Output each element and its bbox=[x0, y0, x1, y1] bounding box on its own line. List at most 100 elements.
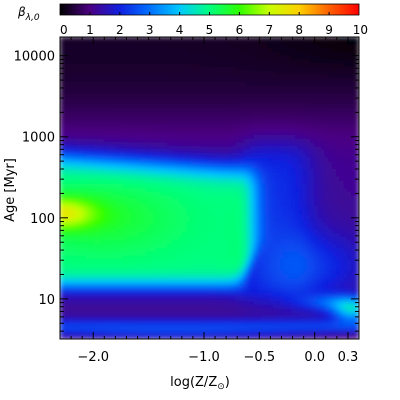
heatmap-cell bbox=[287, 85, 293, 91]
heatmap-cell bbox=[67, 308, 72, 313]
heatmap-cell bbox=[126, 93, 132, 98]
heatmap-cell bbox=[153, 259, 158, 264]
heatmap-cell bbox=[141, 297, 147, 302]
heatmap-cell bbox=[253, 266, 259, 272]
heatmap-cell bbox=[70, 104, 76, 110]
heatmap-cell bbox=[70, 319, 76, 325]
heatmap-cell bbox=[205, 248, 210, 253]
heatmap-cell bbox=[246, 270, 252, 276]
heatmap-cell bbox=[145, 104, 151, 110]
heatmap-cell bbox=[265, 289, 270, 295]
heatmap-cell bbox=[242, 236, 248, 242]
heatmap-cell bbox=[175, 51, 180, 57]
heatmap-cell bbox=[111, 315, 117, 321]
heatmap-cell bbox=[108, 229, 113, 234]
heatmap-cell bbox=[82, 44, 87, 49]
heatmap-cell bbox=[160, 304, 166, 310]
heatmap-cell bbox=[164, 176, 169, 181]
heatmap-cell bbox=[93, 89, 98, 95]
heatmap-cell bbox=[276, 251, 281, 257]
heatmap-cell bbox=[186, 89, 192, 95]
heatmap-cell bbox=[138, 164, 143, 170]
heatmap-cell bbox=[216, 304, 222, 310]
heatmap-cell bbox=[235, 142, 240, 147]
heatmap-cell bbox=[108, 214, 113, 219]
heatmap-cell bbox=[63, 221, 68, 227]
heatmap-cell bbox=[257, 319, 263, 325]
heatmap-cell bbox=[272, 255, 278, 261]
heatmap-cell bbox=[119, 123, 124, 128]
heatmap-cell bbox=[227, 172, 233, 178]
heatmap-cell bbox=[197, 44, 203, 49]
heatmap-cell bbox=[115, 180, 121, 185]
heatmap-cell bbox=[130, 81, 136, 87]
heatmap-cell bbox=[283, 37, 289, 42]
heatmap-cell bbox=[265, 331, 270, 336]
heatmap-cell bbox=[235, 70, 240, 76]
heatmap-cell bbox=[283, 293, 289, 298]
heatmap-cell bbox=[111, 202, 117, 208]
heatmap-cell bbox=[272, 270, 278, 276]
heatmap-cell bbox=[85, 78, 91, 83]
heatmap-cell bbox=[156, 51, 162, 57]
heatmap-cell bbox=[220, 130, 225, 136]
heatmap-cell bbox=[216, 157, 222, 162]
heatmap-cell bbox=[93, 176, 98, 181]
heatmap-cell bbox=[201, 229, 207, 234]
heatmap-cell bbox=[111, 236, 117, 242]
heatmap-cell bbox=[205, 304, 210, 310]
heatmap-cell bbox=[265, 89, 270, 95]
heatmap-cell bbox=[82, 37, 87, 42]
heatmap-cell bbox=[153, 300, 158, 306]
heatmap-cell bbox=[257, 259, 263, 264]
heatmap-cell bbox=[190, 285, 195, 291]
heatmap-cell bbox=[205, 240, 210, 246]
heatmap-cell bbox=[242, 134, 248, 140]
heatmap-cell bbox=[239, 66, 244, 72]
heatmap-cell bbox=[205, 108, 210, 113]
heatmap-cell bbox=[194, 115, 199, 121]
heatmap-cell bbox=[85, 308, 91, 313]
heatmap-cell bbox=[205, 315, 210, 321]
heatmap-cell bbox=[167, 255, 173, 261]
heatmap-cell bbox=[96, 63, 102, 68]
heatmap-cell bbox=[67, 191, 72, 196]
heatmap-cell bbox=[149, 289, 154, 295]
heatmap-cell bbox=[126, 74, 132, 79]
heatmap-cell bbox=[108, 176, 113, 181]
heatmap-cell bbox=[265, 206, 270, 212]
heatmap-cell bbox=[96, 59, 102, 64]
heatmap-cell bbox=[78, 331, 83, 336]
heatmap-cell bbox=[227, 259, 233, 264]
heatmap-cell bbox=[74, 293, 80, 298]
heatmap-cell bbox=[104, 334, 109, 339]
heatmap-cell bbox=[60, 51, 65, 57]
heatmap-cell bbox=[93, 161, 98, 166]
heatmap-cell bbox=[235, 293, 240, 298]
heatmap-cell bbox=[250, 70, 255, 76]
heatmap-cell bbox=[239, 297, 244, 302]
heatmap-cell bbox=[175, 248, 180, 253]
heatmap-cell bbox=[220, 161, 225, 166]
heatmap-cell bbox=[265, 164, 270, 170]
heatmap-cell bbox=[201, 108, 207, 113]
heatmap-cell bbox=[156, 97, 162, 102]
heatmap-cell bbox=[119, 183, 124, 189]
heatmap-cell bbox=[190, 115, 195, 121]
heatmap-cell bbox=[265, 312, 270, 317]
heatmap-cell bbox=[194, 293, 199, 298]
heatmap-cell bbox=[70, 229, 76, 234]
heatmap-cell bbox=[231, 297, 237, 302]
heatmap-cell bbox=[287, 78, 293, 83]
heatmap-cell bbox=[194, 202, 199, 208]
heatmap-cell bbox=[115, 74, 121, 79]
heatmap-cell bbox=[82, 259, 87, 264]
heatmap-cell bbox=[212, 70, 218, 76]
heatmap-cell bbox=[179, 81, 184, 87]
heatmap-cell bbox=[201, 270, 207, 276]
heatmap-cell bbox=[85, 172, 91, 178]
heatmap-cell bbox=[287, 153, 293, 159]
heatmap-cell bbox=[257, 191, 263, 196]
heatmap-cell bbox=[167, 40, 173, 45]
heatmap-cell bbox=[156, 327, 162, 332]
